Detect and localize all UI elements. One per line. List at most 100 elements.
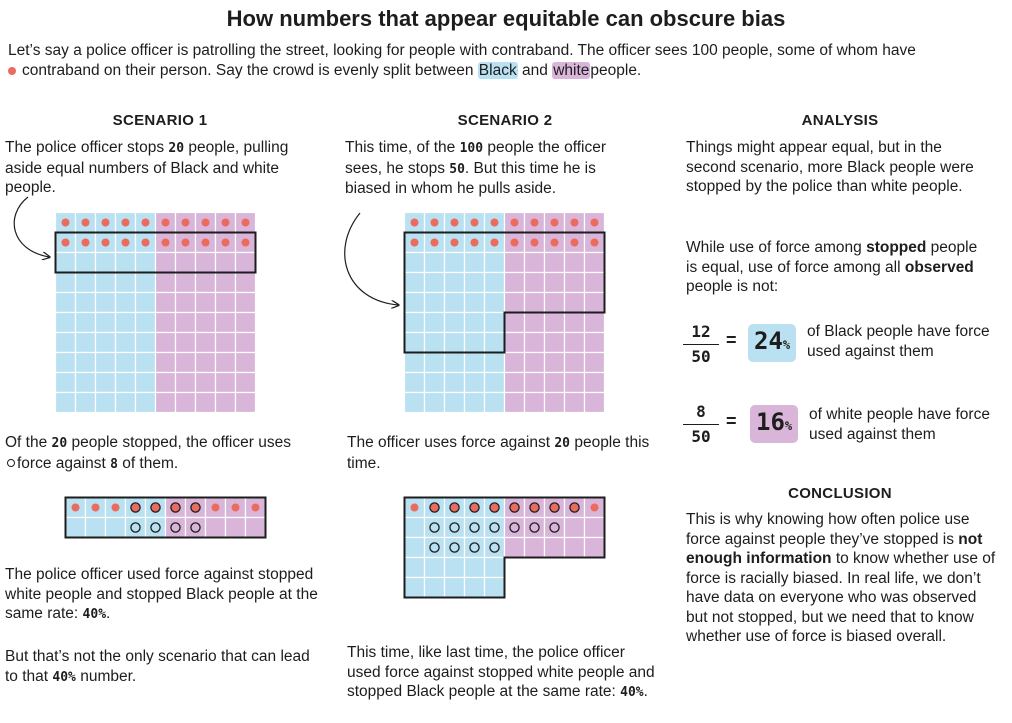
person-cell (214, 331, 237, 354)
person-cell (423, 576, 446, 599)
person-cell (134, 311, 157, 334)
force-circle (549, 522, 560, 533)
s2-p2b: people this time. (347, 434, 650, 472)
person-cell (403, 371, 426, 394)
stop-outline (54, 231, 257, 274)
force-circle (170, 502, 181, 513)
person-cell (214, 391, 237, 414)
equals-1: = (726, 330, 737, 350)
person-cell (74, 271, 97, 294)
person-cell (94, 331, 117, 354)
percent-black-value: 24 (754, 327, 783, 355)
force-circle (509, 502, 520, 513)
person-cell (114, 351, 137, 374)
person-cell (194, 391, 217, 414)
contraband-dot-icon (8, 66, 16, 75)
contraband-dot (201, 218, 210, 227)
force-circle (130, 502, 141, 513)
person-cell (74, 331, 97, 354)
contraband-dot (410, 238, 419, 247)
contraband-dot (410, 218, 419, 227)
person-cell (483, 556, 506, 579)
percent-white-sign: % (784, 419, 793, 433)
person-cell (523, 271, 546, 294)
force-circle (489, 502, 500, 513)
scenario2-text1: This time, of the 100 people the officer… (345, 138, 645, 199)
contraband-dot (141, 238, 150, 247)
person-cell (523, 536, 546, 559)
white-highlight: white (552, 62, 591, 79)
person-cell (483, 536, 506, 559)
contraband-dot (430, 238, 439, 247)
person-cell (403, 391, 426, 414)
person-cell (443, 271, 466, 294)
person-cell (463, 291, 486, 314)
s2-p1a: This time, of the (345, 139, 456, 156)
contraband-dot (191, 503, 200, 512)
percent-white-value: 16 (756, 408, 785, 436)
contraband-dot (241, 218, 250, 227)
person-cell (134, 331, 157, 354)
person-cell (114, 371, 137, 394)
contraband-dot (71, 503, 80, 512)
person-cell (503, 271, 526, 294)
person-cell (94, 391, 117, 414)
intro-line2a: contraband on their person. Say the crow… (22, 62, 474, 79)
person-cell (74, 391, 97, 414)
person-cell (54, 291, 77, 314)
person-cell (443, 556, 466, 579)
contraband-dot (221, 218, 230, 227)
contraband-dot (141, 218, 150, 227)
person-cell (154, 271, 177, 294)
equals-2: = (726, 411, 737, 431)
person-cell (154, 311, 177, 334)
scenario2-text3: This time, like last time, the police of… (347, 643, 657, 703)
person-cell (463, 576, 486, 599)
person-cell (74, 371, 97, 394)
force-circle (449, 522, 460, 533)
force-circle (529, 522, 540, 533)
person-cell (54, 331, 77, 354)
intro-line1: Let’s say a police officer is patrolling… (8, 42, 916, 59)
contraband-dot (550, 503, 559, 512)
person-cell (583, 516, 606, 539)
contraband-dot (181, 218, 190, 227)
s1-p4a: But that’s not the only scenario that ca… (5, 648, 310, 685)
scenario2-stopped-grid (403, 496, 606, 599)
person-cell (134, 371, 157, 394)
person-cell (194, 311, 217, 334)
s2-p1-num2: 50 (449, 161, 465, 177)
person-cell (563, 291, 586, 314)
contraband-dot (590, 218, 599, 227)
person-cell (154, 371, 177, 394)
person-cell (174, 311, 197, 334)
person-cell (543, 251, 566, 274)
contraband-dot (121, 238, 130, 247)
force-circle (489, 542, 500, 553)
person-cell (463, 556, 486, 579)
conc-bold: not enough information (686, 530, 983, 568)
person-cell (463, 351, 486, 374)
person-cell (174, 271, 197, 294)
person-cell (443, 536, 466, 559)
person-cell (503, 251, 526, 274)
contraband-dot (101, 218, 110, 227)
person-cell (114, 391, 137, 414)
contraband-dot (590, 238, 599, 247)
s1-p3-end: . (106, 605, 111, 622)
person-cell (583, 271, 606, 294)
s1-p2c: force against (17, 454, 106, 472)
s1-p1a: The police officer stops (5, 139, 165, 156)
person-cell (523, 351, 546, 374)
person-cell (583, 291, 606, 314)
contraband-dot (570, 238, 579, 247)
person-cell (403, 556, 426, 579)
person-cell (523, 391, 546, 414)
person-cell (114, 271, 137, 294)
force-circle (509, 522, 520, 533)
s2-p3-end: . (643, 683, 648, 700)
person-cell (543, 391, 566, 414)
person-cell (174, 351, 197, 374)
contraband-dot (161, 238, 170, 247)
person-cell (403, 576, 426, 599)
